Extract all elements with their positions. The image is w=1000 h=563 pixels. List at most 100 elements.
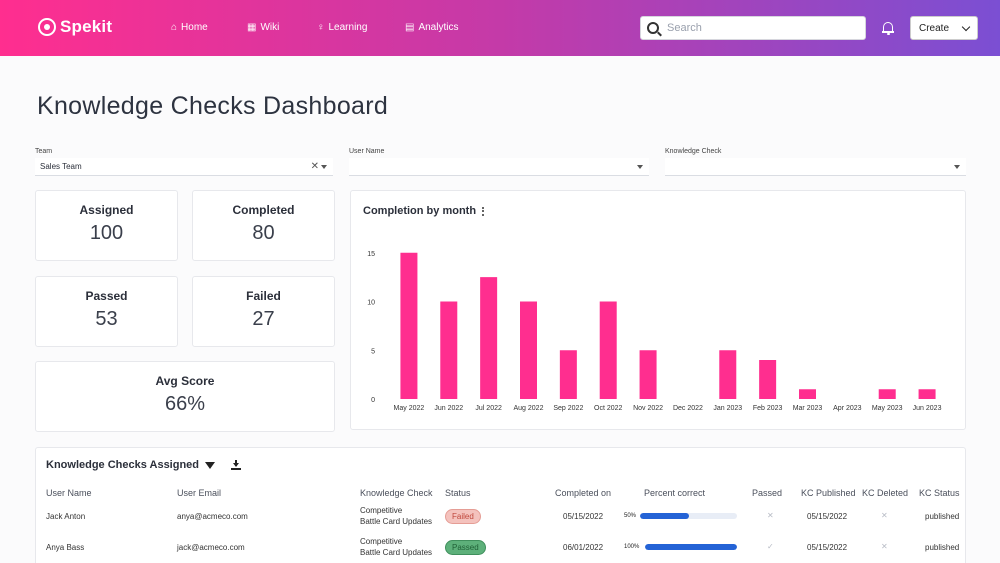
column-header-user-email[interactable]: User Email xyxy=(177,488,222,498)
x-tick-label: Mar 2023 xyxy=(793,405,823,412)
x-tick-label: Jan 2023 xyxy=(713,405,742,412)
notification-bell-icon[interactable] xyxy=(882,22,894,35)
column-header-kc-status[interactable]: KC Status xyxy=(919,488,960,498)
nav-home[interactable]: ⌂ Home xyxy=(171,22,208,33)
x-tick-label: Jun 2022 xyxy=(434,405,463,412)
chart-title: Completion by month xyxy=(363,205,485,217)
cell-completed-on: 06/01/2022 xyxy=(563,543,604,552)
assigned-stat-card: Assigned 100 xyxy=(35,190,178,261)
status-badge: Passed xyxy=(445,540,486,555)
spekit-logo[interactable]: Spekit xyxy=(38,17,112,37)
avg-score-label: Avg Score xyxy=(155,374,215,388)
column-header-passed[interactable]: Passed xyxy=(752,488,783,498)
passed-value: 53 xyxy=(95,308,118,330)
cell-knowledge-check-line2: Battle Card Updates xyxy=(360,517,433,526)
chart-bar[interactable] xyxy=(799,389,816,399)
nav-analytics[interactable]: ▤ Analytics xyxy=(405,22,458,33)
create-button[interactable]: Create xyxy=(910,16,978,40)
create-button-label: Create xyxy=(919,22,950,34)
cell-knowledge-check-line1: Competitive xyxy=(360,506,403,515)
percent-progress-bar xyxy=(640,513,737,519)
completed-label: Completed xyxy=(232,203,295,217)
column-header-percent-correct[interactable]: Percent correct xyxy=(644,488,706,498)
search-icon xyxy=(647,22,659,34)
y-tick-label: 0 xyxy=(371,397,375,404)
cell-percent-label: 50% xyxy=(624,513,637,519)
cell-user-email: jack@acmeco.com xyxy=(177,543,245,552)
chart-bar[interactable] xyxy=(878,389,896,399)
filter-icon[interactable] xyxy=(205,461,216,469)
chart-bar[interactable] xyxy=(400,252,418,399)
cell-percent-label: 100% xyxy=(624,544,640,550)
cell-kc-published: 05/15/2022 xyxy=(807,512,848,521)
chart-bar[interactable] xyxy=(759,360,777,399)
column-header-kc-deleted[interactable]: KC Deleted xyxy=(862,488,909,498)
team-filter-select[interactable]: Sales Team ✕ xyxy=(35,158,333,176)
nav-learning[interactable]: ♀ Learning xyxy=(317,22,367,33)
y-tick-label: 5 xyxy=(371,348,375,355)
completed-value: 80 xyxy=(252,222,275,244)
deleted-x-icon: ✕ xyxy=(881,542,888,551)
assigned-label: Assigned xyxy=(79,203,134,217)
completion-chart-panel: Completion by month 0 5 10 15 May 2022 Jun 20… xyxy=(350,190,966,430)
home-icon: ⌂ xyxy=(171,22,178,33)
nav-wiki[interactable]: ▦ Wiki xyxy=(247,22,279,33)
status-badge: Failed xyxy=(445,509,481,524)
chart-bar[interactable] xyxy=(440,301,458,400)
x-tick-label: May 2023 xyxy=(872,405,903,412)
x-tick-label: Dec 2022 xyxy=(673,405,703,412)
chart-bar[interactable] xyxy=(918,389,936,399)
cell-kc-published: 05/15/2022 xyxy=(807,543,848,552)
user-name-filter-select[interactable] xyxy=(349,158,649,176)
column-header-user-name[interactable]: User Name xyxy=(46,488,92,498)
cell-user-name: Anya Bass xyxy=(46,543,85,552)
knowledge-check-filter-select[interactable] xyxy=(665,158,966,176)
nav-home-label: Home xyxy=(181,22,208,33)
chart-bar[interactable] xyxy=(520,301,537,400)
cell-completed-on: 05/15/2022 xyxy=(563,512,604,521)
x-tick-label: May 2022 xyxy=(394,405,425,412)
chart-bar[interactable] xyxy=(480,277,498,399)
chart-bar[interactable] xyxy=(559,350,577,399)
top-navigation-bar: Spekit ⌂ Home ▦ Wiki ♀ Learning ▤ Analyt… xyxy=(0,0,1000,56)
percent-progress-fill xyxy=(645,544,737,550)
x-tick-label: Jun 2023 xyxy=(913,405,942,412)
table-title: Knowledge Checks Assigned xyxy=(46,459,242,471)
x-tick-label: Jul 2022 xyxy=(475,405,502,412)
clear-icon[interactable]: ✕ xyxy=(310,161,319,172)
cell-user-name: Jack Anton xyxy=(46,512,86,521)
chart-bar[interactable] xyxy=(719,350,737,399)
nav-wiki-label: Wiki xyxy=(260,22,280,33)
failed-stat-card: Failed 27 xyxy=(192,276,335,347)
y-tick-label: 10 xyxy=(367,300,375,307)
column-header-knowledge-check[interactable]: Knowledge Check xyxy=(360,488,433,498)
chart-icon: ▤ xyxy=(405,22,415,33)
spekit-logo-icon xyxy=(38,18,56,36)
avg-score-value: 66% xyxy=(164,393,206,415)
passed-label: Passed xyxy=(85,289,128,303)
chart-bar[interactable] xyxy=(599,301,617,400)
page-title: Knowledge Checks Dashboard xyxy=(37,92,389,120)
logo-text: Spekit xyxy=(60,17,113,36)
completed-stat-card: Completed 80 xyxy=(192,190,335,261)
grid-icon: ▦ xyxy=(247,22,257,33)
cell-user-email: anya@acmeco.com xyxy=(177,512,248,521)
search-input[interactable] xyxy=(667,22,847,34)
chart-title-text: Completion by month xyxy=(363,205,477,217)
cell-knowledge-check-line1: Competitive xyxy=(360,537,403,546)
table-title-text: Knowledge Checks Assigned xyxy=(46,459,200,471)
column-header-status[interactable]: Status xyxy=(445,488,471,498)
more-options-icon[interactable] xyxy=(482,206,485,216)
column-header-completed-on[interactable]: Completed on xyxy=(555,488,612,498)
nav-learning-label: Learning xyxy=(328,22,368,33)
avg-score-stat-card: Avg Score 66% xyxy=(35,361,335,432)
cell-knowledge-check-line2: Battle Card Updates xyxy=(360,548,433,557)
cell-kc-status: published xyxy=(925,543,960,552)
download-icon[interactable] xyxy=(231,460,242,470)
passed-stat-card: Passed 53 xyxy=(35,276,178,347)
column-header-kc-published[interactable]: KC Published xyxy=(801,488,856,498)
x-tick-label: Sep 2022 xyxy=(553,405,583,412)
search-box xyxy=(640,16,866,40)
failed-label: Failed xyxy=(246,289,281,303)
chart-bar[interactable] xyxy=(639,350,657,399)
